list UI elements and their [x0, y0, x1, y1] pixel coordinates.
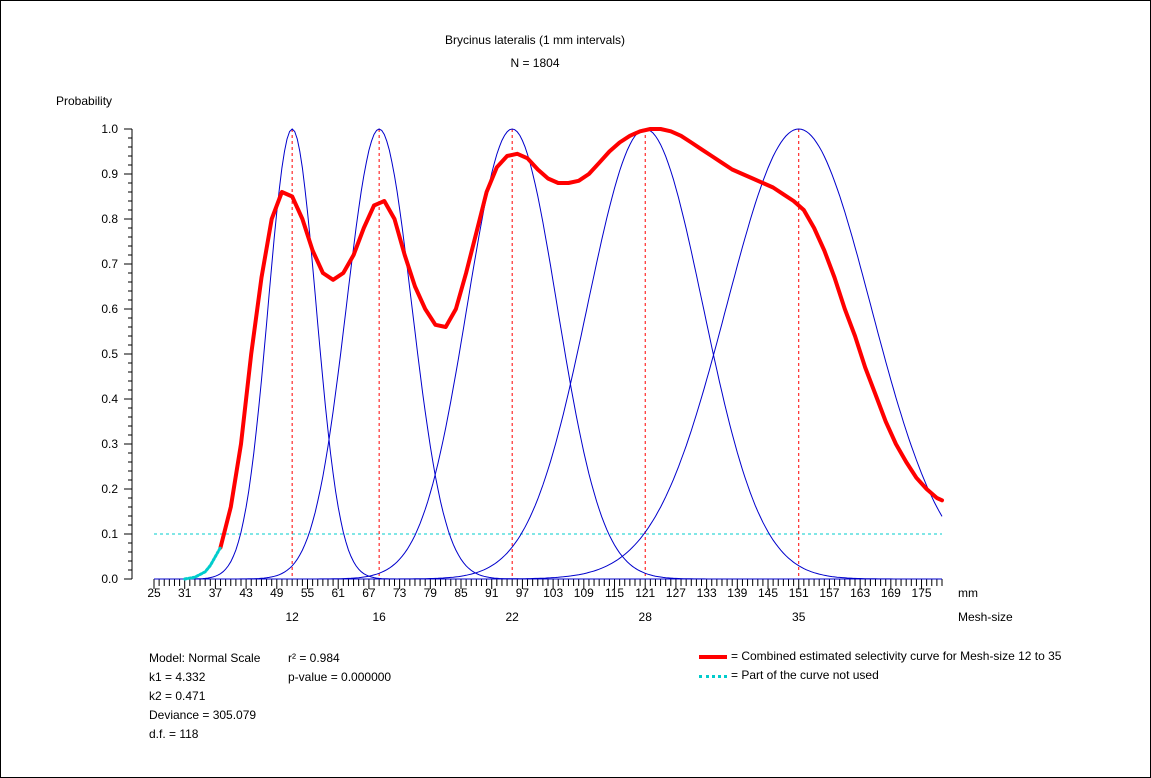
mesh-size-tick-label: 35 — [792, 610, 806, 624]
x-tick-label: 79 — [424, 586, 438, 600]
x-tick-label: 133 — [697, 586, 717, 600]
x-tick-label: 115 — [605, 586, 624, 600]
legend-cyan-dotted-line — [699, 675, 727, 678]
x-tick-label: 169 — [881, 586, 901, 600]
combined-selectivity-curve — [218, 127, 944, 550]
x-tick-label: 25 — [147, 586, 161, 600]
axes — [124, 128, 943, 589]
mesh-selectivity-curve — [154, 128, 942, 580]
x-tick-label: 103 — [543, 586, 563, 600]
y-tick-label: 0.8 — [101, 212, 118, 226]
y-axis-label: Probability — [56, 94, 112, 108]
chart-subtitle: N = 1804 — [510, 56, 559, 70]
y-tick-label: 0.0 — [101, 572, 118, 586]
x-tick-label: 97 — [516, 586, 530, 600]
mesh-size-tick-label: 16 — [372, 610, 386, 624]
x-tick-label: 91 — [485, 586, 499, 600]
x-tick-label: 31 — [178, 586, 192, 600]
deviance-value: Deviance = 305.079 — [149, 708, 257, 722]
model-name: Model: Normal Scale — [149, 651, 261, 665]
x-tick-label: 127 — [666, 586, 686, 600]
x-tick-label: 37 — [209, 586, 223, 600]
mesh-size-tick-label: 28 — [639, 610, 653, 624]
mesh-selectivity-curve — [154, 128, 942, 580]
df-value: d.f. = 118 — [149, 727, 199, 741]
y-tick-label: 1.0 — [101, 122, 118, 136]
r-squared-value: r² = 0.984 — [288, 651, 340, 665]
x-tick-label: 145 — [758, 586, 778, 600]
x-tick-label: 151 — [789, 586, 809, 600]
x-tick-label: 139 — [727, 586, 747, 600]
x-tick-label: 49 — [270, 586, 284, 600]
mesh-size-tick-label: 22 — [506, 610, 520, 624]
reference-lines — [154, 129, 942, 579]
curves — [154, 127, 944, 581]
mesh-size-tick-label: 12 — [285, 610, 299, 624]
unused-curve-part — [183, 546, 222, 581]
p-value: p-value = 0.000000 — [288, 670, 392, 684]
y-tick-label: 0.7 — [101, 257, 118, 271]
x-tick-label: 67 — [362, 586, 376, 600]
x-tick-label: 109 — [574, 586, 594, 600]
tick-labels: 0.0 0.1 0.2 0.3 0.4 0.5 0.6 0.7 0.8 0.9 1.0 25 31 37 4… — [101, 122, 932, 624]
x-tick-label: 61 — [332, 586, 346, 600]
mesh-selectivity-curve — [154, 128, 942, 580]
x-axis-unit-label: mm — [958, 586, 978, 600]
x-tick-label: 43 — [239, 586, 253, 600]
legend-combined-label: = Combined estimated selectivity curve f… — [731, 649, 1062, 663]
k2-value: k2 = 0.471 — [149, 689, 206, 703]
legend-unused-label: = Part of the curve not used — [731, 668, 879, 682]
x-tick-label: 157 — [819, 586, 839, 600]
mesh-selectivity-curve — [154, 128, 942, 580]
x-tick-label: 163 — [850, 586, 870, 600]
y-tick-label: 0.4 — [101, 392, 118, 406]
y-tick-label: 0.9 — [101, 167, 118, 181]
chart-title: Brycinus lateralis (1 mm intervals) — [445, 33, 625, 47]
y-tick-label: 0.2 — [101, 482, 118, 496]
legend-red-line — [699, 655, 727, 659]
y-tick-label: 0.1 — [101, 527, 118, 541]
y-tick-label: 0.5 — [101, 347, 118, 361]
mesh-selectivity-curve — [154, 128, 943, 580]
fit-stats: r² = 0.984 p-value = 0.000000 — [288, 649, 391, 687]
y-tick-label: 0.3 — [101, 437, 118, 451]
mesh-size-label: Mesh-size — [958, 610, 1013, 624]
x-tick-label: 55 — [301, 586, 315, 600]
x-tick-label: 73 — [393, 586, 407, 600]
k1-value: k1 = 4.332 — [149, 670, 206, 684]
model-info: Model: Normal Scale k1 = 4.332 k2 = 0.47… — [149, 649, 260, 744]
y-tick-label: 0.6 — [101, 302, 118, 316]
x-tick-label: 121 — [635, 586, 655, 600]
x-tick-label: 85 — [454, 586, 468, 600]
x-tick-label: 175 — [912, 586, 932, 600]
